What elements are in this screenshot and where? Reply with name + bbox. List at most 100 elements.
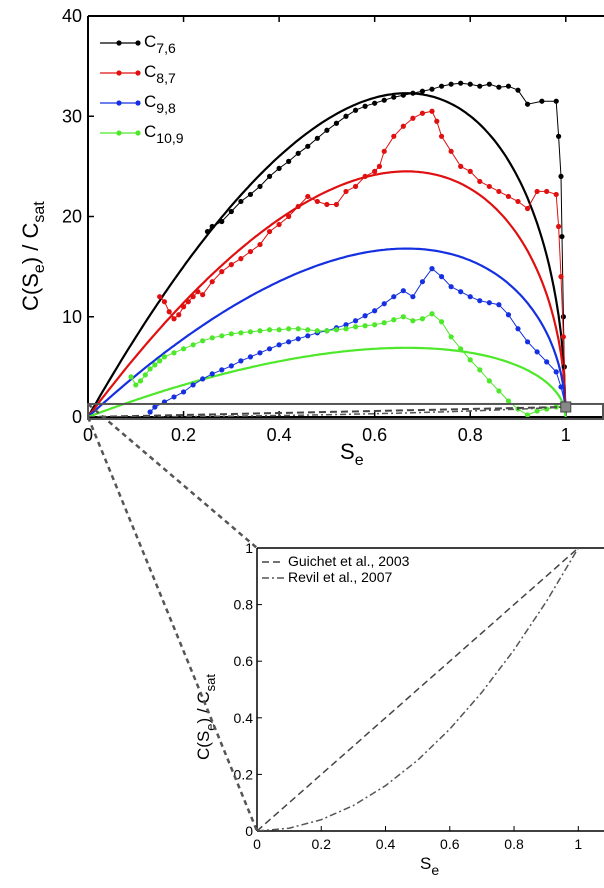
data-point: [381, 148, 387, 154]
data-point: [352, 318, 359, 324]
fit-curve-8-7: [88, 170, 567, 417]
data-point: [448, 334, 454, 340]
x-tick-label: 0: [83, 425, 93, 445]
data-point: [486, 183, 492, 190]
data-point: [362, 323, 368, 329]
inset-x-tick-label: 0.6: [440, 836, 460, 852]
data-point: [324, 201, 330, 208]
data-point: [558, 173, 564, 179]
x-axis-label: Se: [340, 439, 364, 469]
data-point: [157, 358, 163, 364]
data-point: [286, 213, 292, 220]
data-point: [266, 346, 273, 352]
fit-curve-10-9: [88, 346, 567, 417]
data-point: [228, 208, 234, 215]
data-point: [266, 327, 273, 333]
y-tick-label: 0: [72, 407, 82, 427]
data-point: [372, 100, 378, 106]
data-point: [333, 201, 340, 208]
data-point: [147, 366, 153, 372]
data-point: [190, 342, 196, 348]
y-tick-label: 30: [62, 106, 82, 126]
data-point: [157, 294, 163, 300]
data-point: [400, 92, 406, 98]
data-point: [257, 328, 263, 334]
fit-curve-7-6: [88, 92, 567, 417]
zoom-connectors: [86, 403, 259, 832]
data-point: [534, 408, 540, 414]
data-point: [458, 80, 464, 86]
data-point: [458, 163, 464, 169]
inset-background: [257, 548, 604, 831]
data-point: [515, 87, 521, 93]
connector-bottom: [86, 416, 259, 832]
data-point: [410, 90, 416, 96]
data-point: [343, 188, 349, 195]
x-tick-label: 0.2: [171, 425, 196, 445]
data-point: [362, 313, 368, 319]
endpoint-marker: [560, 401, 572, 413]
data-point: [553, 191, 559, 198]
data-point: [266, 228, 273, 235]
data-point: [166, 309, 172, 315]
legend-marker: [135, 100, 141, 106]
data-point: [257, 241, 263, 248]
inset-x-tick-label: 1: [574, 836, 582, 852]
data-point: [381, 320, 387, 326]
legend-marker: [135, 40, 141, 46]
legend-marker: [135, 70, 141, 76]
guichet-curve: [257, 548, 579, 831]
data-point: [176, 312, 182, 318]
data-point: [467, 81, 473, 87]
data-point: [381, 97, 387, 103]
data-point: [352, 324, 359, 330]
data-point: [438, 133, 445, 139]
revil-curve: [257, 548, 579, 831]
data-point: [381, 301, 387, 307]
data-point: [515, 326, 521, 332]
data-point: [305, 333, 311, 339]
data-point: [314, 328, 320, 334]
y-axis-label: C(Se) / Csat: [18, 201, 48, 311]
data-point: [257, 350, 263, 356]
data-point: [419, 316, 426, 322]
series-line-9-8: [149, 267, 567, 413]
data-point: [295, 326, 301, 332]
legend-marker: [116, 70, 122, 76]
data-point: [524, 412, 531, 417]
data-point: [180, 304, 187, 310]
data-point: [180, 346, 187, 352]
data-point: [147, 409, 153, 415]
data-point: [556, 223, 562, 230]
data-point: [429, 108, 435, 114]
data-point: [477, 178, 483, 185]
data-point: [324, 127, 330, 133]
data-point: [161, 299, 168, 305]
data-point: [161, 354, 168, 360]
data-point: [458, 289, 464, 295]
data-point: [556, 133, 562, 139]
data-point: [209, 279, 215, 285]
data-point: [343, 113, 349, 119]
data-point: [448, 284, 454, 290]
data-point: [314, 135, 320, 141]
data-point: [257, 183, 263, 190]
data-point: [305, 143, 311, 149]
main-plot-area: [88, 80, 569, 417]
data-point: [486, 81, 492, 87]
data-point: [505, 83, 512, 89]
data-point: [505, 312, 512, 318]
data-point: [477, 298, 483, 304]
data-point: [515, 198, 521, 205]
inset-y-tick-label: 0: [245, 823, 253, 839]
data-point: [410, 318, 416, 324]
data-point: [180, 389, 187, 395]
revil-main-line: [88, 406, 566, 417]
guichet-main-line: [88, 405, 566, 417]
data-point: [238, 256, 244, 262]
data-point: [219, 367, 225, 373]
data-point: [209, 223, 215, 230]
data-point: [434, 118, 440, 124]
data-point: [286, 158, 292, 164]
data-point: [391, 294, 397, 300]
